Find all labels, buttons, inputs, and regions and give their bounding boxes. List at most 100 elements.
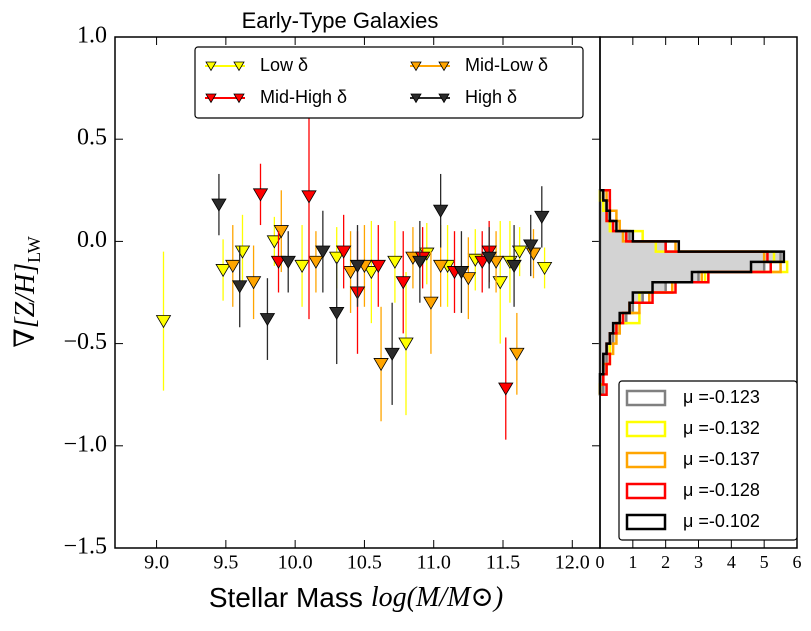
x-tick-label: 1	[628, 552, 637, 572]
legend-label: μ =-0.128	[683, 480, 760, 500]
marker	[155, 315, 172, 329]
legend-label: Low δ	[260, 55, 308, 75]
legend-swatch	[625, 513, 667, 531]
x-tick-label: 2	[661, 552, 670, 572]
legend-label: Mid-High δ	[260, 87, 347, 107]
x-label-text: Stellar Mass	[209, 582, 363, 613]
marker	[329, 251, 345, 265]
marker	[370, 259, 386, 274]
marker	[481, 251, 497, 265]
legend-swatch	[625, 420, 667, 438]
marker	[294, 259, 310, 274]
marker	[308, 255, 324, 269]
marker	[387, 255, 403, 269]
histogram-step	[598, 189, 786, 395]
marker	[266, 235, 283, 249]
x-tick-label: 4	[727, 552, 736, 572]
marker	[474, 255, 490, 269]
legend-label: μ =-0.137	[683, 449, 760, 469]
x-tick-label: 9.0	[144, 552, 169, 574]
legend-label: μ =-0.132	[683, 418, 760, 438]
marker	[384, 347, 400, 361]
legend-box	[194, 46, 584, 119]
marker	[373, 358, 389, 372]
marker	[273, 225, 289, 239]
y-label-text: ∇[Z/H]	[10, 263, 41, 348]
marker	[363, 266, 380, 280]
x-tick-label: 11.5	[486, 552, 520, 574]
marker	[349, 259, 366, 274]
marker	[534, 210, 550, 224]
marker	[342, 266, 359, 280]
legend-marker	[205, 61, 217, 72]
marker	[509, 347, 525, 361]
legend-label: μ =-0.102	[683, 511, 760, 531]
marker	[523, 239, 539, 253]
marker	[453, 266, 470, 280]
y-tick-label: −0.5	[63, 329, 107, 355]
marker	[270, 255, 287, 269]
y-tick-label: 1.0	[77, 23, 107, 49]
marker	[511, 245, 528, 259]
marker	[506, 259, 522, 274]
legend-marker	[205, 93, 217, 104]
histogram-step	[598, 189, 782, 395]
x-tick-label: 9.5	[213, 552, 238, 574]
legend-swatch	[625, 451, 667, 469]
x-label-math: log(M/M⊙)	[371, 582, 503, 613]
legend-label: High δ	[465, 87, 517, 107]
marker	[211, 198, 227, 212]
marker	[412, 255, 428, 269]
legend-marker	[233, 93, 245, 104]
y-tick-label: 0.5	[77, 125, 107, 151]
marker	[498, 382, 514, 396]
legend-label: Mid-Low δ	[465, 55, 548, 75]
marker	[488, 255, 504, 269]
legend-marker	[438, 93, 450, 104]
legend-label: μ =-0.123	[683, 387, 760, 407]
legend-swatch	[625, 482, 667, 500]
marker	[432, 204, 449, 218]
marker	[280, 255, 296, 269]
x-axis-label: Stellar Mass log(M/M⊙)	[209, 582, 503, 613]
y-tick-label: −1.0	[63, 431, 107, 457]
marker	[301, 190, 317, 204]
chart-title: Early-Type Galaxies	[242, 8, 439, 33]
marker	[432, 259, 449, 274]
y-tick-label: −1.5	[63, 534, 107, 560]
marker	[492, 276, 508, 290]
x-tick-label: 10.0	[278, 552, 313, 574]
marker	[315, 245, 331, 259]
x-tick-label: 6	[793, 552, 802, 572]
y-label-sub: LW	[24, 236, 44, 263]
axes-frame	[599, 36, 798, 549]
legend-marker	[410, 93, 422, 104]
marker	[398, 337, 414, 351]
y-tick-label: 0.0	[77, 227, 107, 253]
x-tick-label: 11.0	[417, 552, 451, 574]
x-tick-label: 12.0	[555, 552, 590, 574]
marker	[335, 245, 352, 259]
marker	[536, 261, 553, 276]
x-tick-label: 3	[694, 552, 703, 572]
marker	[234, 245, 251, 259]
marker	[395, 276, 411, 290]
x-tick-label: 5	[760, 552, 769, 572]
plot-area	[155, 73, 553, 440]
marker	[329, 306, 345, 321]
y-axis-label: ∇[Z/H]LW	[10, 236, 44, 348]
marker	[259, 313, 276, 327]
x-tick-label: 10.5	[347, 552, 382, 574]
legend-marker	[233, 61, 245, 72]
marker	[423, 296, 439, 310]
x-tick-label: 0	[596, 552, 605, 572]
marker	[225, 259, 241, 274]
marker	[232, 280, 248, 294]
legend-swatch	[625, 389, 667, 407]
marker	[245, 276, 262, 290]
marker	[215, 264, 231, 278]
marker	[460, 272, 477, 286]
legend-marker	[438, 61, 450, 72]
marker	[252, 188, 269, 202]
